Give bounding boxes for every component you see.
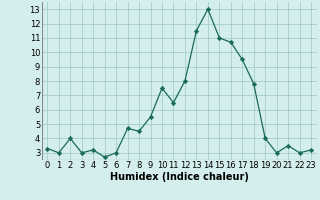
X-axis label: Humidex (Indice chaleur): Humidex (Indice chaleur) bbox=[110, 172, 249, 182]
